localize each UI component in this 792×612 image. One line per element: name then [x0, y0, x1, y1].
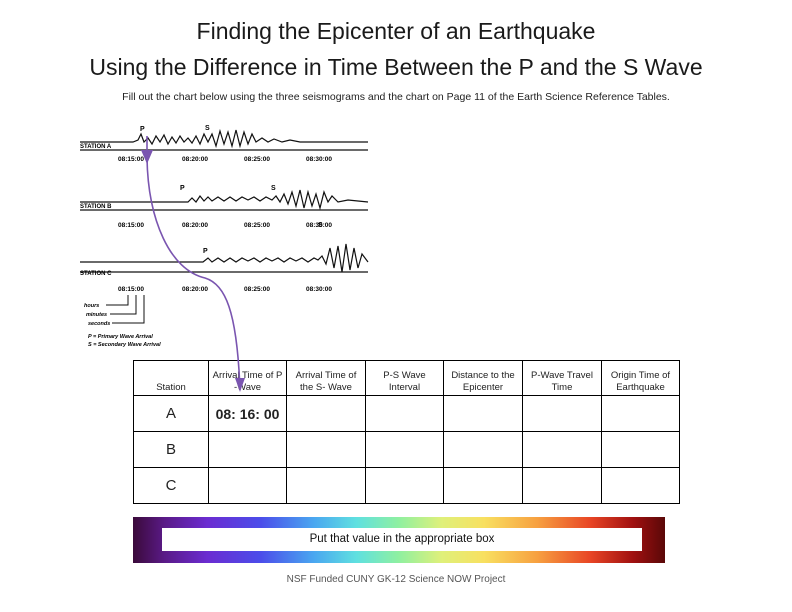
station-b-tick-1: 08:15:00: [118, 222, 144, 229]
p-travel-cell[interactable]: [522, 395, 602, 432]
footer-credit: NSF Funded CUNY GK-12 Science NOW Projec…: [286, 574, 506, 585]
ps-interval-cell[interactable]: [365, 467, 444, 504]
time-format-legend: [106, 295, 145, 324]
station-c-p-label: P: [203, 248, 208, 255]
header-p-arrival: Arrival Time of P -Wave: [208, 360, 287, 396]
spectrum-banner: Put that value in the appropriate box: [133, 517, 665, 563]
p-travel-cell[interactable]: [522, 431, 602, 468]
table-row: B: [133, 431, 680, 468]
station-b-label: STATION B: [80, 204, 112, 210]
origin-cell[interactable]: [601, 395, 680, 432]
distance-cell[interactable]: [443, 395, 523, 432]
origin-cell[interactable]: [601, 467, 680, 504]
p-arrival-cell[interactable]: 08: 16: 00: [208, 395, 287, 432]
header-p-travel: P-Wave Travel Time: [522, 360, 602, 396]
header-s-arrival: Arrival Time of the S- Wave: [286, 360, 366, 396]
station-cell: C: [133, 467, 209, 504]
legend-seconds: seconds: [88, 321, 110, 327]
ps-interval-cell[interactable]: [365, 431, 444, 468]
station-a-p-label: P: [140, 126, 145, 133]
station-b-trace: [80, 189, 369, 211]
station-c-tick-4: 08:30:00: [306, 286, 332, 293]
table-row: C: [133, 467, 680, 504]
station-b-tick-2: 08:20:00: [182, 222, 208, 229]
station-a-tick-4: 08:30:00: [306, 156, 332, 163]
table-row: A 08: 16: 00: [133, 395, 680, 432]
header-origin: Origin Time of Earthquake: [601, 360, 680, 396]
station-a-tick-3: 08:25:00: [244, 156, 270, 163]
page-title-line-2: Using the Difference in Time Between the…: [89, 54, 703, 80]
p-travel-cell[interactable]: [522, 467, 602, 504]
legend-hours: hours: [84, 303, 99, 309]
header-distance: Distance to the Epicenter: [443, 360, 523, 396]
station-cell: B: [133, 431, 209, 468]
station-a-tick-1: 08:15:00: [118, 156, 144, 163]
station-c-tick-3: 08:25:00: [244, 286, 270, 293]
page-title-line-1: Finding the Epicenter of an Earthquake: [196, 18, 596, 44]
epicenter-data-table: Station Arrival Time of P -Wave Arrival …: [133, 360, 680, 504]
ps-interval-cell[interactable]: [365, 395, 444, 432]
station-a-s-label: S: [205, 125, 210, 132]
station-b-tick-4: 08:30:00: [306, 222, 332, 229]
station-c-label: STATION C: [80, 271, 112, 277]
s-arrival-cell[interactable]: [286, 395, 366, 432]
instructions-text: Fill out the chart below using the three…: [122, 91, 670, 103]
station-a-label: STATION A: [80, 144, 112, 150]
station-c-trace: [80, 243, 369, 273]
station-cell: A: [133, 395, 209, 432]
s-arrival-cell[interactable]: [286, 431, 366, 468]
legend-minutes: minutes: [86, 312, 107, 318]
s-arrival-cell[interactable]: [286, 467, 366, 504]
station-c-tick-1: 08:15:00: [118, 286, 144, 293]
seismogram-image: STATION A P S 08:15:00 08:20:00 08:25:00…: [80, 125, 369, 348]
legend-p-wave: P = Primary Wave Arrival: [88, 334, 153, 340]
station-c-tick-2: 08:20:00: [182, 286, 208, 293]
header-station: Station: [133, 360, 209, 396]
banner-text: Put that value in the appropriate box: [162, 528, 642, 551]
distance-cell[interactable]: [443, 431, 523, 468]
p-arrival-cell[interactable]: [208, 467, 287, 504]
p-arrival-cell[interactable]: [208, 431, 287, 468]
station-a-tick-2: 08:20:00: [182, 156, 208, 163]
legend-s-wave: S = Secondary Wave Arrival: [88, 342, 161, 348]
station-b-p-label: P: [180, 185, 185, 192]
distance-cell[interactable]: [443, 467, 523, 504]
station-b-s-label: S: [271, 185, 276, 192]
table-header-row: Station Arrival Time of P -Wave Arrival …: [133, 360, 680, 396]
station-c-s-label: S: [318, 222, 323, 229]
header-ps-interval: P-S Wave Interval: [365, 360, 444, 396]
station-a-trace: [80, 128, 368, 149]
origin-cell[interactable]: [601, 431, 680, 468]
station-b-tick-3: 08:25:00: [244, 222, 270, 229]
